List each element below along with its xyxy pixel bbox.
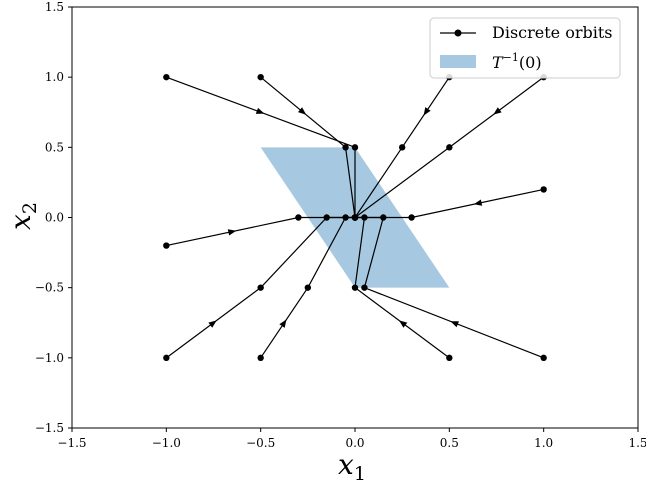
orbit-point <box>163 73 170 81</box>
y-tick-label: 1.5 <box>45 0 64 14</box>
y-axis-label-sub: 2 <box>19 202 41 214</box>
orbit-point <box>257 284 264 291</box>
x-tick-label: −1.0 <box>152 436 181 450</box>
x-tick-label: 1.5 <box>628 436 646 450</box>
legend-region-swatch <box>440 55 476 68</box>
orbit-arrow <box>297 107 307 115</box>
orbit-point <box>351 214 359 221</box>
x-tick-label: −1.5 <box>57 436 86 450</box>
orbit-point <box>342 144 349 151</box>
orbit-arrow <box>255 107 265 114</box>
orbit-arrow <box>279 319 287 328</box>
x-axis-label-sub: 1 <box>354 463 366 481</box>
x-tick-label: 1.0 <box>534 436 553 450</box>
y-tick-label: 0.0 <box>45 211 64 225</box>
orbit-point <box>398 144 406 151</box>
orbit-arrow <box>493 107 502 115</box>
orbit-arrow <box>473 199 483 206</box>
orbit-arrow <box>398 320 408 328</box>
x-tick-label: −0.5 <box>246 436 275 450</box>
orbit-point <box>163 242 170 249</box>
orbit-point <box>351 284 359 291</box>
orbit-10 <box>351 214 547 362</box>
y-tick-label: −1.0 <box>35 351 64 365</box>
orbit-arrow <box>208 320 217 328</box>
tick-layer: −1.5 −1.0 −0.5 0.0 0.5 1.0 1.5 −1.5 −1.0 −0.5 0.0 0… <box>35 0 646 450</box>
orbit-point <box>446 144 453 151</box>
orbit-point <box>361 284 368 291</box>
legend: Discrete orbits T−1(0) <box>429 17 621 79</box>
orbit-point <box>257 73 264 81</box>
orbit-point <box>323 214 330 221</box>
orbit-point <box>295 214 302 221</box>
x-tick-label: 0.5 <box>440 436 459 450</box>
y-tick-label: 1.0 <box>45 70 64 84</box>
x-tick-label: 0.0 <box>345 436 364 450</box>
orbit-arrow <box>450 321 459 328</box>
orbit-point <box>540 186 547 193</box>
orbit-point <box>257 354 264 362</box>
legend-box <box>429 17 621 79</box>
orbit-point <box>351 144 359 151</box>
orbit-point <box>342 214 349 221</box>
orbit-point <box>408 214 415 221</box>
orbit-point <box>446 354 453 362</box>
legend-region-label: T−1(0) <box>492 51 542 72</box>
x-axis-label: x1 <box>338 448 366 481</box>
legend-orbit-label: Discrete orbits <box>492 23 613 42</box>
y-tick-label: −0.5 <box>35 281 64 295</box>
legend-orbit-marker <box>454 29 462 37</box>
y-axis-label: x2 <box>4 202 41 230</box>
y-tick-label: 0.5 <box>45 140 64 154</box>
orbit-point <box>163 354 170 362</box>
orbit-arrow <box>227 229 237 236</box>
y-tick-label: −1.5 <box>35 421 64 435</box>
orbit-layer <box>163 73 547 362</box>
orbit-arrow <box>423 107 431 116</box>
orbit-7 <box>163 214 359 362</box>
orbit-point <box>540 354 547 362</box>
orbit-point <box>304 284 312 291</box>
orbit-point <box>380 214 387 221</box>
